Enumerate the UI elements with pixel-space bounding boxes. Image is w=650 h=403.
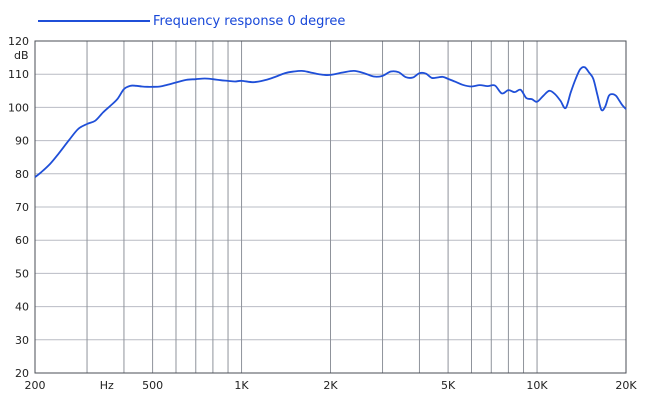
series-line-frequency-response xyxy=(34,66,627,178)
x-tick-label: 500 xyxy=(142,379,163,392)
y-tick-label: 110 xyxy=(8,68,29,81)
x-tick-label: 1K xyxy=(234,379,249,392)
y-tick-label: 90 xyxy=(15,135,29,148)
y-tick-label: 30 xyxy=(15,334,29,347)
y-tick-label: 60 xyxy=(15,234,29,247)
plot-frame xyxy=(34,40,627,374)
series-layer xyxy=(34,66,627,178)
axes xyxy=(34,40,627,374)
legend-label: Frequency response 0 degree xyxy=(153,14,345,29)
x-tick-label: 20K xyxy=(615,379,637,392)
y-tick-label: 20 xyxy=(15,367,29,380)
y-tick-label: 80 xyxy=(15,168,29,181)
y-tick-label: 120 xyxy=(8,35,29,48)
x-tick-label: 200 xyxy=(25,379,46,392)
y-unit-label: dB xyxy=(14,49,29,62)
legend: Frequency response 0 degree xyxy=(38,14,345,29)
x-tick-label: 5K xyxy=(441,379,456,392)
y-tick-label: 100 xyxy=(8,101,29,114)
y-tick-label: 50 xyxy=(15,267,29,280)
y-tick-label: 40 xyxy=(15,301,29,314)
x-tick-label: Hz xyxy=(100,379,114,392)
x-tick-label: 2K xyxy=(323,379,338,392)
x-tick-label: 10K xyxy=(526,379,548,392)
tick-labels: 20 30 40 50 60 70 80 90 100 110 120 200 Hz 500 1K 2K 5K 1… xyxy=(8,35,637,392)
y-tick-label: 70 xyxy=(15,201,29,214)
